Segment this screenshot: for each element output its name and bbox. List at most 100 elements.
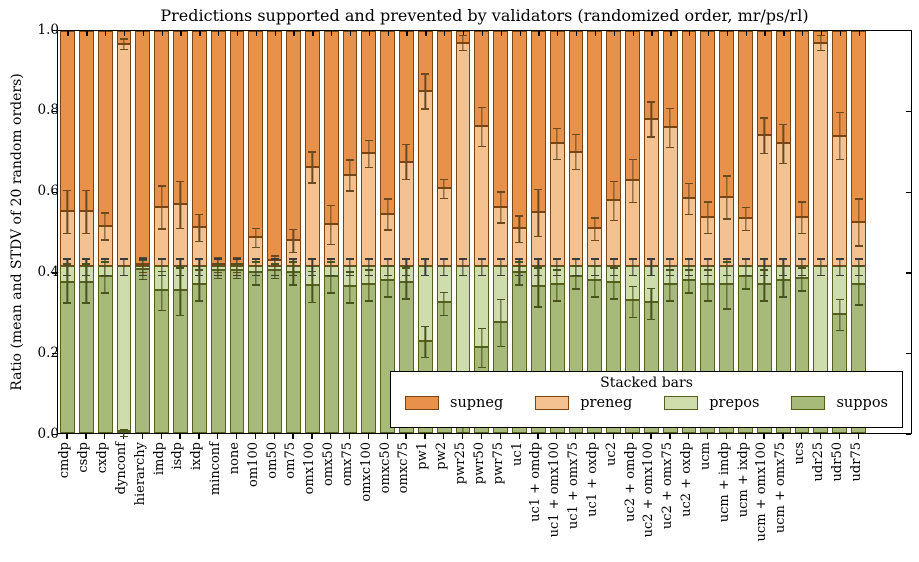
x-tick-bottom (273, 434, 275, 439)
error-bar (795, 201, 810, 234)
x-tick-top (802, 31, 804, 36)
x-tick-bottom (612, 434, 614, 439)
bar-slot (284, 31, 303, 433)
stacked-bar-omxc100 (361, 31, 377, 433)
error-bar (361, 139, 376, 168)
x-tick-label: uc1 + oxdp (584, 442, 600, 517)
segment-supneg (512, 31, 527, 229)
x-tick-top (425, 31, 427, 36)
bar-slot (152, 31, 171, 433)
segment-supneg (60, 31, 75, 212)
error-bar (663, 269, 678, 302)
x-tick-top (707, 31, 710, 36)
error-bar (154, 270, 169, 311)
error-bar (305, 270, 320, 303)
stacked-bar-ixdp (191, 31, 207, 433)
segment-supneg (154, 31, 169, 207)
segment-supneg (135, 31, 151, 265)
segment-preneg (813, 43, 829, 267)
segment-supneg (248, 31, 264, 237)
bar-slot (190, 31, 209, 433)
segment-supneg (97, 31, 113, 226)
error-bar (456, 258, 471, 277)
x-tick-top (218, 31, 220, 36)
x-tick-label: ucm (697, 442, 713, 470)
stacked-bar-hierarchy (135, 31, 151, 433)
bar-slot (58, 31, 77, 433)
segment-suppos (191, 284, 207, 433)
x-tick-label: udr25 (810, 442, 826, 482)
x-tick-label: uc2 + oxdp (679, 442, 695, 517)
error-bar (795, 267, 810, 292)
x-tick-label: uc1 + omdp (528, 442, 544, 522)
segment-prepos (116, 266, 132, 431)
y-tick-right (905, 191, 911, 193)
stacked-bar-uc1 (512, 31, 527, 433)
segment-suppos (78, 282, 94, 433)
error-bar (173, 180, 188, 230)
x-tick-label: hierarchy (132, 442, 148, 506)
error-bar (493, 298, 508, 348)
x-tick-top (105, 31, 107, 36)
x-tick-bottom (443, 434, 445, 439)
segment-suppos (97, 276, 113, 433)
x-tick-label: omx75 (339, 442, 355, 487)
y-tick-left (52, 353, 57, 355)
x-tick-bottom (462, 434, 464, 439)
x-tick-label: omx50 (321, 442, 337, 487)
x-tick-label: omxc100 (358, 442, 374, 502)
stacked-bar-uc1-oxdp (587, 31, 603, 433)
legend-swatch-supneg (405, 396, 439, 410)
x-tick-bottom (819, 434, 822, 439)
error-bar (343, 271, 358, 304)
bar-slot (585, 31, 604, 433)
error-bar (192, 269, 207, 302)
error-bar (625, 258, 640, 277)
error-bar (587, 265, 602, 298)
bar-slot (341, 31, 360, 433)
x-tick-bottom (235, 434, 238, 439)
error-bar (700, 201, 715, 234)
bar-slot (115, 31, 134, 438)
stacked-bar-cxdp (97, 31, 113, 433)
segment-suppos (304, 285, 320, 433)
error-bar (248, 227, 263, 248)
error-bar (437, 178, 452, 200)
error-bar (832, 258, 847, 277)
segment-preneg (549, 143, 565, 267)
error-bar (437, 291, 452, 316)
x-tick-top (463, 31, 465, 36)
x-tick-bottom (782, 434, 784, 439)
segment-preneg (417, 91, 433, 267)
error-bar (324, 261, 339, 294)
x-tick-label: pwr25 (453, 442, 468, 485)
x-tick-top (123, 31, 126, 36)
segment-supneg (267, 31, 283, 261)
stacked-bar-omx50 (323, 31, 339, 433)
error-bar (474, 327, 489, 369)
x-tick-bottom (141, 434, 144, 439)
x-tick-bottom (688, 434, 690, 439)
error-bar (173, 267, 188, 316)
x-tick-bottom (405, 434, 407, 439)
x-tick-label: uc2 (603, 442, 619, 466)
error-bar (267, 263, 282, 280)
x-tick-top (557, 31, 559, 36)
error-bar (851, 198, 866, 247)
error-bar (832, 298, 847, 332)
x-tick-top (368, 31, 371, 36)
error-bar (644, 287, 659, 320)
segment-suppos (135, 268, 151, 433)
x-tick-bottom (725, 434, 728, 439)
segment-suppos (267, 270, 283, 433)
chart-title: Predictions supported and prevented by v… (160, 6, 809, 25)
x-tick-bottom (669, 434, 671, 439)
bar-slot (171, 31, 190, 433)
x-tick-top (349, 31, 352, 36)
error-bar (211, 263, 226, 280)
segment-supneg (304, 31, 320, 167)
x-tick-bottom (292, 434, 294, 439)
x-tick-label: uc1 (509, 442, 525, 466)
segment-supneg (851, 31, 866, 222)
